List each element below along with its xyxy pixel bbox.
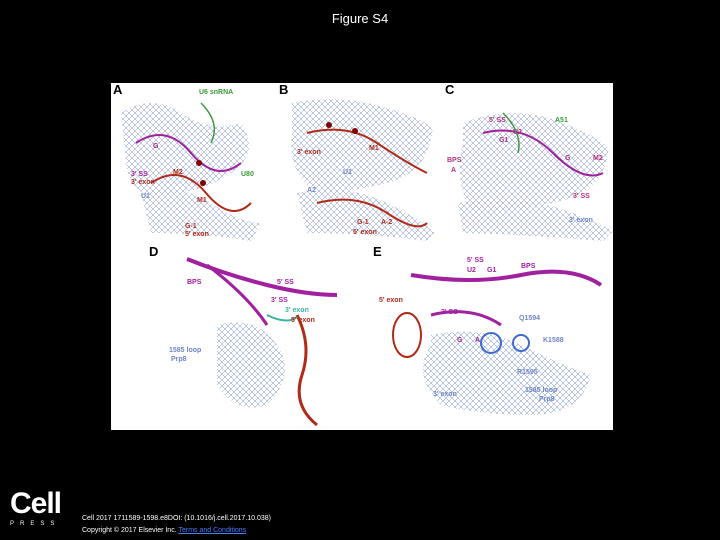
label-r1595: R1595 bbox=[517, 369, 538, 376]
panel-c: C 5' SS U2 G1 A51 BPS A G M2 3' SS 3' ex… bbox=[443, 83, 613, 243]
label-bps: BPS bbox=[447, 157, 462, 164]
label-u2: U2 bbox=[467, 267, 476, 274]
panel-a-label: A bbox=[111, 83, 125, 97]
panel-e-label: E bbox=[371, 245, 384, 259]
label-m2: M2 bbox=[173, 169, 183, 176]
label-3exon: 3' exon bbox=[569, 217, 593, 224]
label-prp8: Prp8 bbox=[539, 396, 555, 403]
label-5exon: 5' exon bbox=[353, 229, 377, 236]
label-3exon: 3' exon bbox=[297, 149, 321, 156]
label-3exon: 3' exon bbox=[433, 391, 457, 398]
label-u2: U2 bbox=[513, 129, 522, 136]
label-3ss: 3' SS bbox=[573, 193, 590, 200]
page-title: Figure S4 bbox=[331, 11, 389, 26]
label-u6-snrna: U6 snRNA bbox=[199, 89, 234, 96]
panel-e: E 5' SS U2 G1 BPS 5' exon 3' SS Q1594 G … bbox=[371, 245, 613, 427]
label-u1: U1 bbox=[141, 193, 150, 200]
citation: Cell 2017 1711589-1598.e8DOI: (10.1016/j… bbox=[82, 515, 272, 522]
panel-c-label: C bbox=[443, 83, 457, 97]
label-g-1: G-1 bbox=[185, 223, 197, 230]
label-a: A bbox=[451, 167, 457, 174]
panel-d-density-map bbox=[147, 245, 353, 427]
label-1585-loop: 1585 loop bbox=[169, 347, 202, 354]
cell-press-logo: Cell PRESS bbox=[10, 487, 62, 528]
label-a: A bbox=[475, 337, 481, 344]
panel-c-density-map bbox=[443, 83, 613, 243]
label-g: G bbox=[457, 337, 463, 344]
footer: Cell 2017 1711589-1598.e8DOI: (10.1016/j… bbox=[82, 513, 271, 537]
logo-word: Cell bbox=[10, 487, 62, 520]
label-3exon: 3' exon bbox=[285, 307, 309, 314]
label-u1: U1 bbox=[343, 169, 352, 176]
label-m1: M1 bbox=[369, 145, 379, 152]
label-5exon: 5' exon bbox=[379, 297, 403, 304]
label-5ss: 5' SS bbox=[489, 117, 506, 124]
panel-d-label: D bbox=[147, 245, 161, 259]
label-bps: BPS bbox=[187, 279, 202, 286]
label-m1: M1 bbox=[197, 197, 207, 204]
label-g-1: G-1 bbox=[357, 219, 369, 226]
label-m2: M2 bbox=[593, 155, 603, 162]
label-g1: G1 bbox=[499, 137, 509, 144]
label-a-2: A-2 bbox=[381, 219, 393, 226]
label-5exon: 5' exon bbox=[291, 317, 315, 324]
label-q1594: Q1594 bbox=[519, 315, 541, 322]
panel-e-density-map bbox=[371, 245, 613, 427]
figure-s4: A U6 snRNA G 3' SS 3' exon M2 U80 M1 U1 … bbox=[111, 83, 613, 430]
panel-d: D BPS 5' SS 3' SS 3' exon 5' exon 1585 l… bbox=[147, 245, 353, 427]
label-g1: G1 bbox=[487, 267, 497, 274]
label-3exon: 3' exon bbox=[131, 179, 155, 186]
copyright-line: Copyright © 2017 Elsevier Inc. Terms and… bbox=[82, 525, 271, 537]
logo-press: PRESS bbox=[10, 521, 61, 527]
panel-b-density-map bbox=[277, 83, 439, 243]
label-a2: A2 bbox=[307, 187, 316, 194]
label-a51: A51 bbox=[555, 117, 568, 124]
label-1585-loop: 1585 loop bbox=[525, 387, 558, 394]
label-3ss: 3' SS bbox=[441, 309, 458, 316]
label-u80: U80 bbox=[241, 171, 254, 178]
terms-link[interactable]: Terms and Conditions bbox=[178, 527, 247, 534]
panel-a: A U6 snRNA G 3' SS 3' exon M2 U80 M1 U1 … bbox=[111, 83, 273, 243]
label-3ss: 3' SS bbox=[131, 171, 148, 178]
label-k1588: K1588 bbox=[543, 337, 564, 344]
panel-a-density-map bbox=[111, 83, 273, 243]
label-5exon: 5' exon bbox=[185, 231, 209, 238]
panel-b: B 3' exon M1 U1 A2 G-1 A-2 5' exon bbox=[277, 83, 439, 243]
label-g: G bbox=[565, 155, 571, 162]
label-g: G bbox=[153, 143, 159, 150]
label-bps: BPS bbox=[521, 263, 536, 270]
label-prp8: Prp8 bbox=[171, 356, 187, 363]
label-5ss: 5' SS bbox=[277, 279, 294, 286]
copyright: Copyright © 2017 Elsevier Inc. bbox=[82, 527, 177, 534]
panel-b-label: B bbox=[277, 83, 291, 97]
label-5ss: 5' SS bbox=[467, 257, 484, 264]
label-3ss: 3' SS bbox=[271, 297, 288, 304]
